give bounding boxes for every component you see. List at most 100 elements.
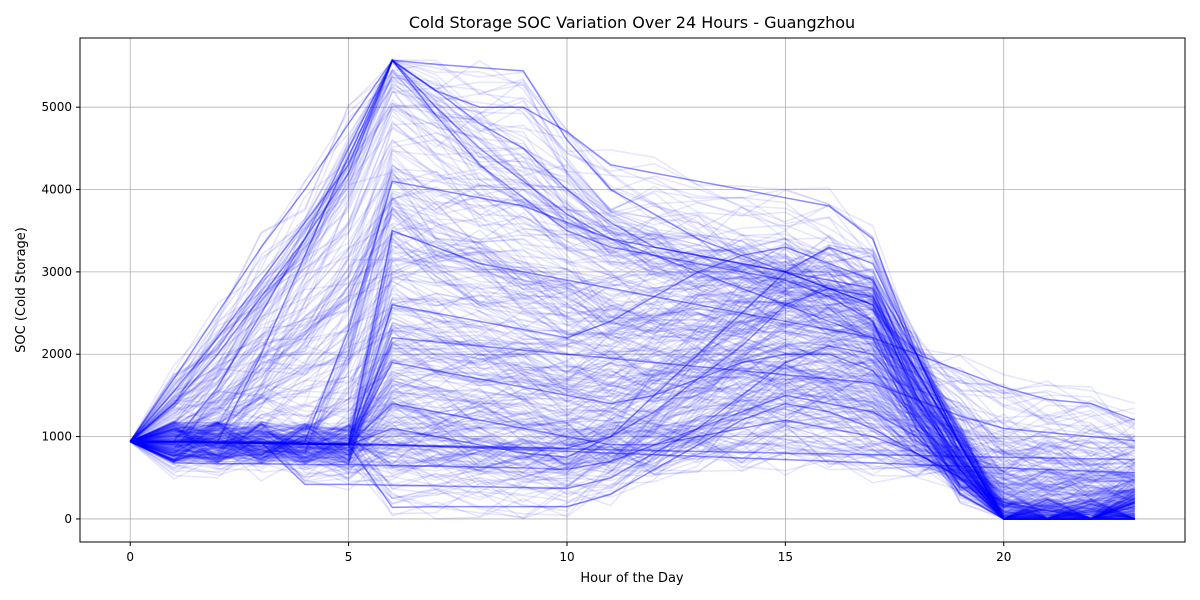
series-line (130, 314, 1135, 520)
series-line (129, 400, 1136, 520)
series-line (130, 358, 1135, 520)
series-line (129, 296, 1136, 500)
series-line (130, 260, 1136, 520)
series-line (129, 112, 1135, 520)
series-line (129, 232, 1136, 459)
series-line (129, 340, 1136, 460)
series-line (129, 61, 1136, 520)
series-line (129, 329, 1135, 519)
series-line (130, 427, 1136, 486)
series-line (130, 177, 1135, 520)
y-tick-label: 5000 (41, 100, 72, 114)
series-line (129, 428, 1135, 492)
series-line (129, 347, 1135, 509)
series-line (130, 394, 1136, 520)
series-line (129, 394, 1135, 520)
series-line (130, 400, 1135, 482)
series-line (130, 216, 1135, 520)
series-line (129, 59, 1136, 520)
series-line (129, 201, 1136, 520)
series-line (129, 375, 1135, 520)
series-line (130, 292, 1136, 520)
series-line (130, 218, 1135, 504)
series-line (130, 402, 1135, 520)
series-line (130, 353, 1136, 520)
series-line (130, 412, 1136, 520)
series-line (130, 273, 1136, 520)
series-line (129, 76, 1135, 520)
series-line (129, 58, 1136, 520)
series-line (130, 409, 1135, 520)
series-line (130, 350, 1136, 503)
series-line (130, 345, 1136, 520)
series-line (129, 322, 1136, 520)
series-line (129, 242, 1136, 520)
series-line (130, 250, 1136, 464)
series-line (130, 392, 1135, 497)
series-line (130, 329, 1135, 475)
series-line (130, 189, 1135, 520)
series-line (129, 58, 1136, 520)
series-line (129, 73, 1135, 520)
series-line (130, 121, 1135, 479)
series-line (129, 423, 1135, 476)
series-line (129, 341, 1135, 520)
series-line (129, 380, 1135, 520)
series-line (129, 249, 1135, 520)
series-line (129, 167, 1135, 520)
series-line (129, 402, 1135, 490)
series-line (130, 324, 1135, 514)
series-line (129, 225, 1136, 453)
series-line (130, 259, 1135, 518)
series-line (129, 272, 1135, 493)
x-tick-label: 10 (559, 550, 574, 564)
series-line (129, 246, 1135, 519)
series-line (129, 427, 1135, 494)
series-line (129, 267, 1135, 520)
series-line (129, 59, 1135, 520)
series-line (130, 374, 1136, 520)
series-line (129, 223, 1136, 520)
series-line (130, 247, 1135, 520)
series-line (130, 359, 1135, 501)
series-line (129, 247, 1135, 520)
series-line (129, 222, 1135, 520)
chart-title: Cold Storage SOC Variation Over 24 Hours… (409, 13, 855, 32)
series-line (129, 250, 1135, 520)
series-line (130, 400, 1136, 520)
series-line (130, 403, 1135, 472)
series-line (129, 59, 1136, 520)
plot-frame (79, 37, 1186, 543)
series-line (130, 408, 1135, 501)
series-line (130, 287, 1136, 520)
series-line (130, 239, 1135, 464)
series-line (129, 196, 1136, 493)
series-line (130, 352, 1136, 520)
series-line (130, 237, 1136, 520)
series-line (129, 424, 1136, 492)
series-line (129, 274, 1136, 520)
series-line (130, 270, 1136, 462)
series-line (130, 418, 1135, 471)
series-line (129, 164, 1135, 520)
series-line (130, 292, 1135, 520)
series-line (129, 250, 1136, 498)
series-line (130, 229, 1135, 462)
series-line (129, 340, 1136, 520)
series-line (129, 220, 1136, 457)
series-line (129, 74, 1135, 520)
series-line (130, 370, 1136, 497)
series-line (130, 246, 1135, 520)
series-line (130, 180, 1135, 520)
x-axis-label: Hour of the Day (580, 571, 684, 586)
series-line (129, 335, 1135, 520)
series-line (129, 307, 1136, 520)
series-line (130, 255, 1135, 516)
series-line (130, 283, 1136, 520)
series-line (129, 347, 1136, 520)
series-line (130, 236, 1135, 462)
series-line (130, 279, 1135, 502)
series-line (130, 337, 1135, 445)
series-line (129, 79, 1135, 520)
series-line (129, 338, 1136, 464)
